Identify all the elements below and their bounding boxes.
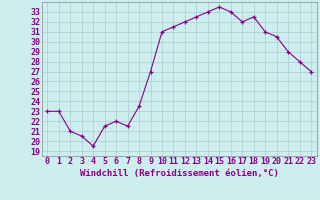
X-axis label: Windchill (Refroidissement éolien,°C): Windchill (Refroidissement éolien,°C) [80, 169, 279, 178]
